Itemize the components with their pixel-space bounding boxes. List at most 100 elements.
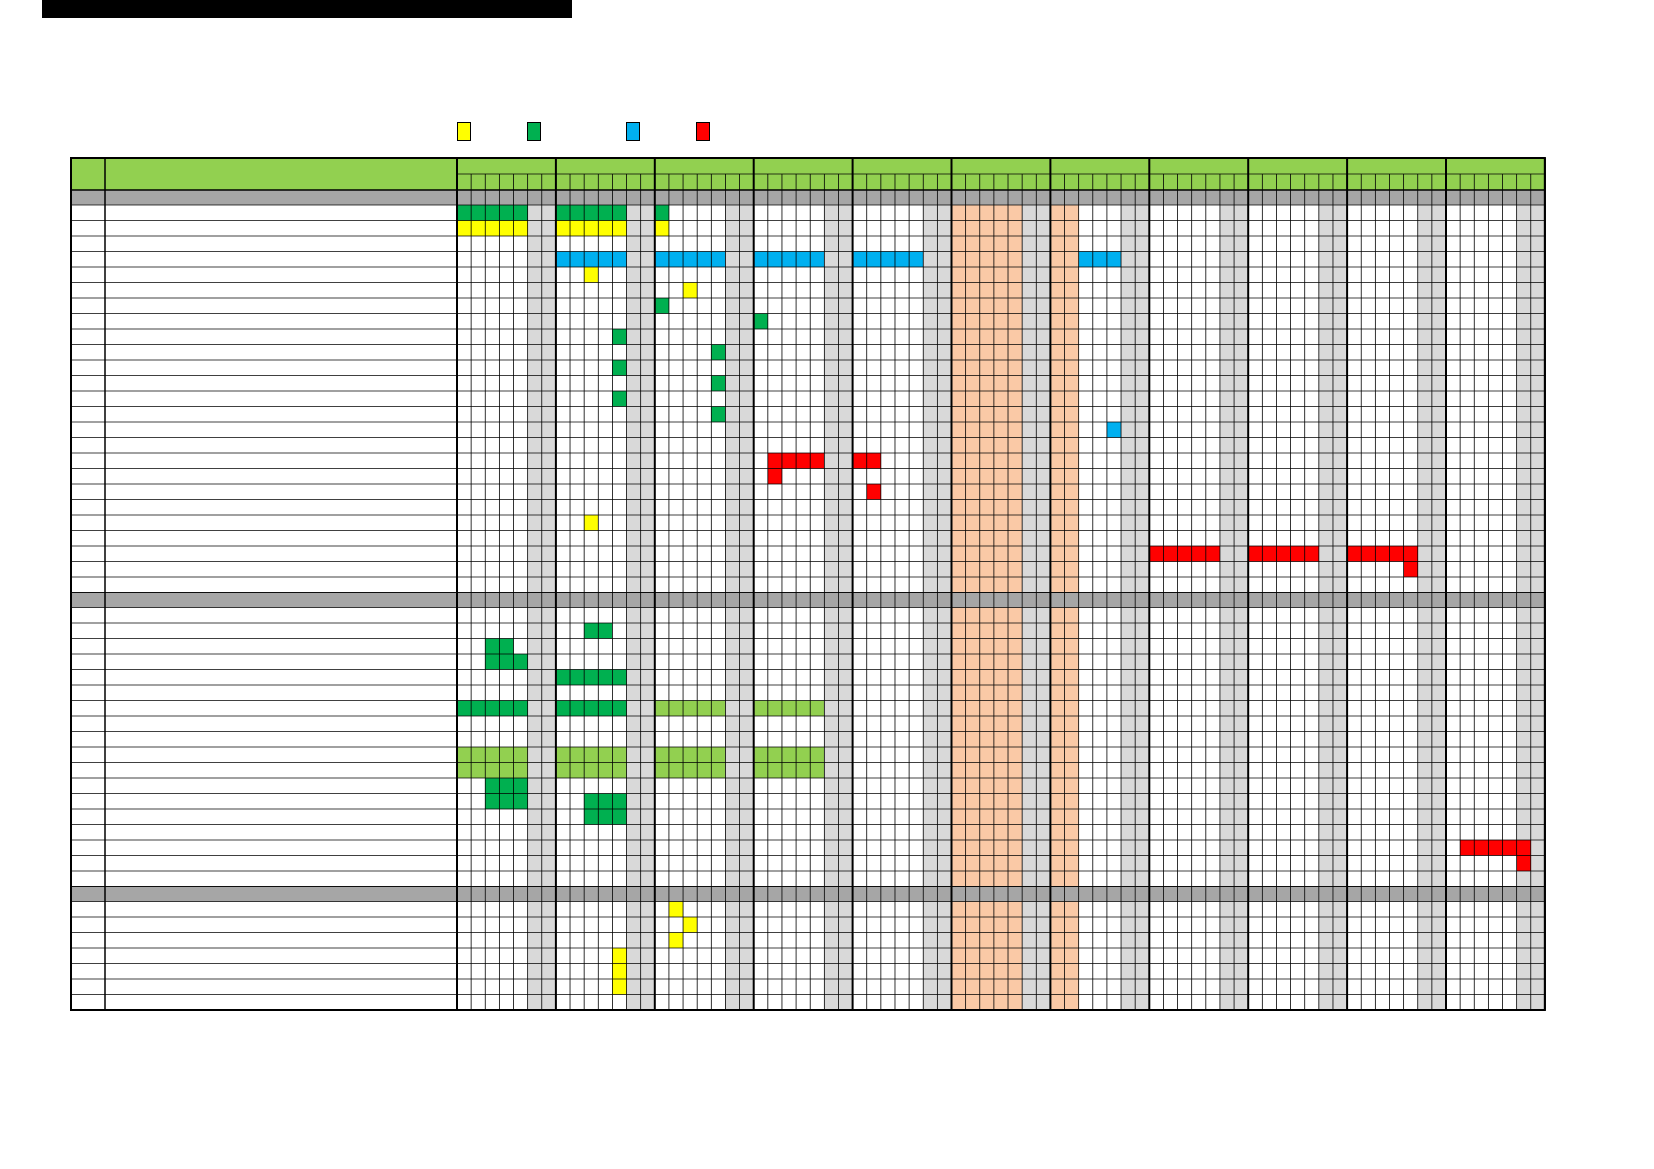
task-cell: [499, 762, 514, 778]
weekend-column: [1417, 205, 1432, 593]
task-cell: [598, 205, 613, 221]
task-cell: [499, 793, 514, 809]
section-header-bar: [71, 592, 1545, 608]
task-cell: [668, 932, 684, 948]
task-cell: [781, 747, 797, 763]
weekend-column: [527, 901, 542, 1010]
task-cell: [485, 654, 500, 670]
task-cell: [598, 793, 613, 809]
task-cell: [796, 700, 811, 716]
task-cell: [584, 205, 599, 221]
task-cell: [697, 251, 712, 267]
holiday-column: [1050, 205, 1065, 593]
weekend-column: [725, 205, 740, 593]
task-cell: [555, 762, 571, 778]
task-cell: [485, 747, 500, 763]
task-cell: [668, 762, 684, 778]
task-cell: [612, 762, 627, 778]
weekend-column: [1530, 901, 1545, 1010]
weekend-column: [1516, 205, 1531, 593]
task-cell: [810, 762, 825, 778]
task-cell: [612, 948, 627, 964]
weekend-column: [1234, 901, 1249, 1010]
task-cell: [1248, 546, 1263, 562]
task-cell: [1389, 546, 1404, 562]
task-cell: [471, 762, 486, 778]
weekend-column: [541, 205, 556, 593]
task-cell: [767, 762, 782, 778]
task-cell: [612, 747, 627, 763]
weekend-column: [626, 901, 641, 1010]
task-cell: [753, 313, 768, 329]
task-cell: [711, 762, 726, 778]
grid-frame: [70, 157, 1546, 1011]
task-cell: [1375, 546, 1390, 562]
task-cell: [612, 793, 627, 809]
task-cell: [570, 669, 585, 685]
task-cell: [810, 251, 825, 267]
task-cell: [499, 638, 514, 654]
task-cell: [1205, 546, 1220, 562]
task-cell: [1304, 546, 1319, 562]
green-swatch-icon: [527, 122, 541, 141]
task-cell: [852, 251, 867, 267]
task-cell: [697, 747, 712, 763]
task-cell: [668, 251, 684, 267]
task-cell: [654, 700, 669, 716]
task-cell: [781, 762, 797, 778]
weekend-column: [1022, 205, 1037, 593]
task-cell: [555, 669, 571, 685]
holiday-column: [1064, 205, 1079, 593]
red-swatch-icon: [696, 122, 710, 141]
task-cell: [796, 762, 811, 778]
task-cell: [457, 700, 472, 716]
weekend-column: [838, 205, 853, 593]
task-cell: [1092, 251, 1107, 267]
holiday-column: [965, 901, 980, 1010]
task-cell: [584, 220, 599, 236]
holiday-column: [1008, 205, 1023, 593]
task-cell: [1516, 855, 1531, 871]
section-header-bar: [71, 190, 1545, 205]
weekend-column: [725, 901, 740, 1010]
weekend-column: [1431, 901, 1446, 1010]
task-cell: [781, 251, 797, 267]
task-cell: [668, 901, 684, 917]
task-cell: [485, 793, 500, 809]
task-cell: [584, 793, 599, 809]
task-cell: [485, 762, 500, 778]
title-bar: [42, 0, 572, 18]
task-cell: [584, 515, 599, 531]
holiday-column: [993, 901, 1009, 1010]
task-cell: [711, 375, 726, 391]
task-cell: [796, 747, 811, 763]
weekend-column: [1135, 901, 1150, 1010]
task-cell: [654, 762, 669, 778]
task-cell: [1403, 561, 1418, 577]
task-cell: [499, 700, 514, 716]
task-cell: [654, 298, 669, 314]
task-cell: [471, 220, 486, 236]
weekend-column: [923, 901, 938, 1010]
task-cell: [1149, 546, 1164, 562]
task-cell: [612, 251, 627, 267]
weekend-column: [937, 205, 952, 593]
task-cell: [612, 963, 627, 979]
task-cell: [654, 205, 669, 221]
task-cell: [909, 251, 924, 267]
task-cell: [555, 205, 571, 221]
task-cell: [1347, 546, 1362, 562]
task-cell: [753, 700, 768, 716]
weekend-column: [824, 205, 839, 593]
task-cell: [584, 762, 599, 778]
holiday-column: [1050, 901, 1065, 1010]
weekend-column: [1121, 205, 1136, 593]
task-cell: [1516, 840, 1531, 856]
task-cell: [796, 453, 811, 469]
task-cell: [598, 747, 613, 763]
task-cell: [584, 623, 599, 639]
task-cell: [457, 747, 472, 763]
task-cell: [810, 453, 825, 469]
task-cell: [499, 205, 514, 221]
